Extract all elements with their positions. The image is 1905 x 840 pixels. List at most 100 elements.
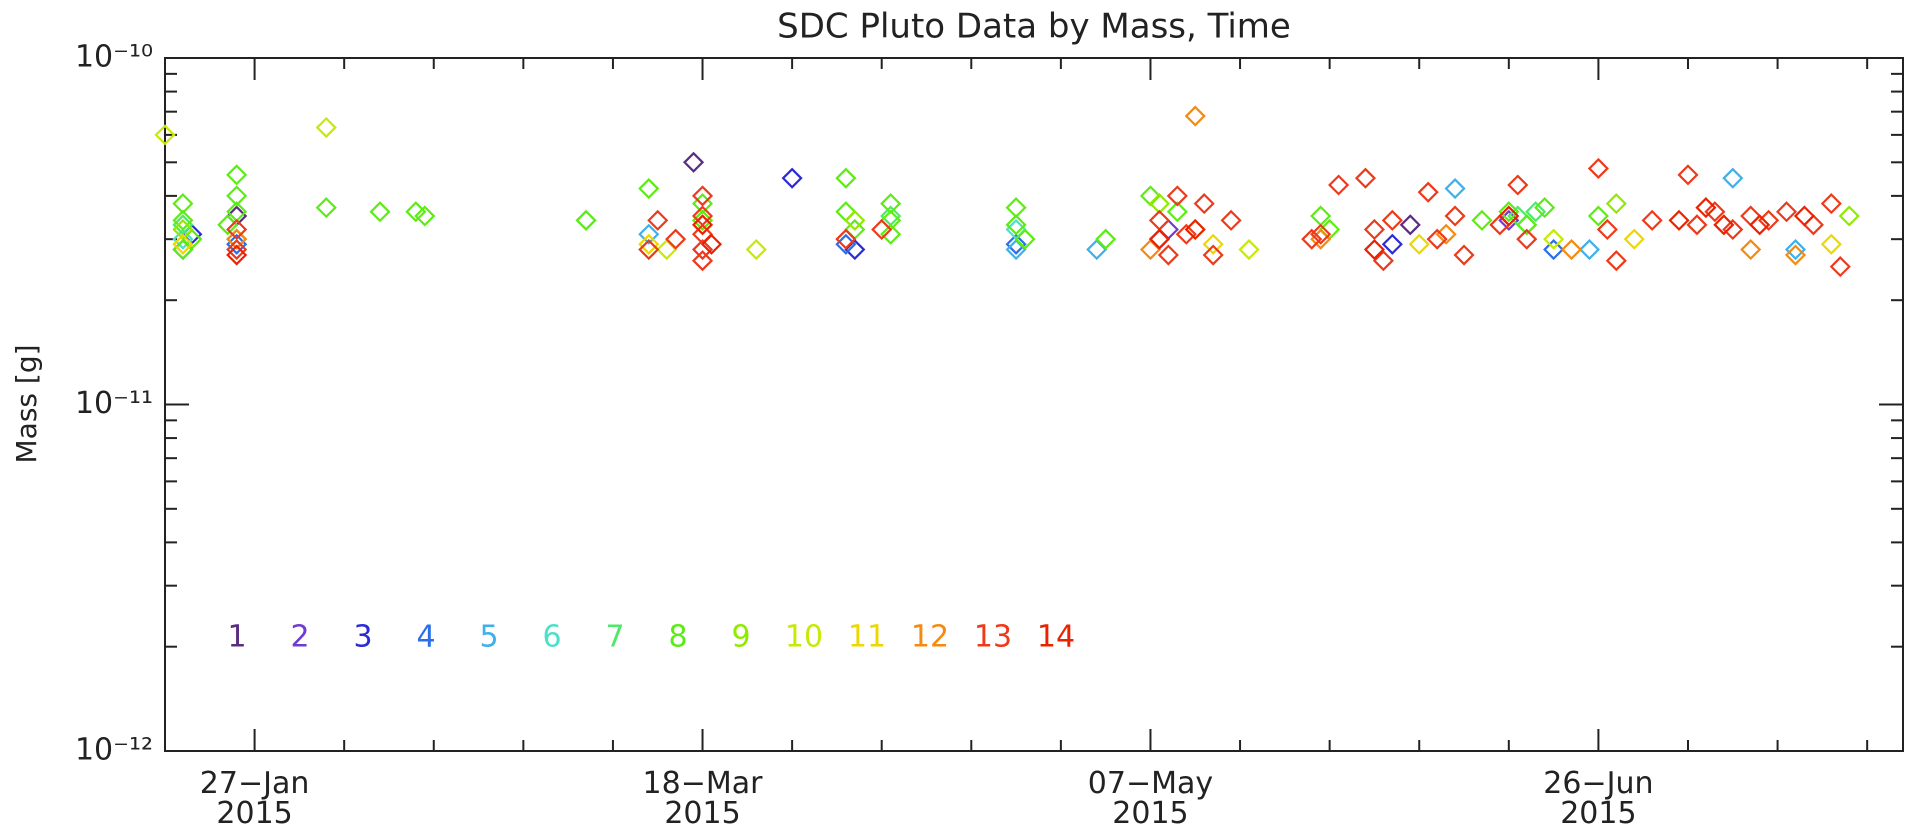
legend-entry: 5	[479, 620, 498, 655]
point	[638, 233, 660, 255]
point	[315, 197, 337, 219]
point	[1354, 167, 1377, 189]
point	[656, 239, 678, 261]
point	[1086, 239, 1108, 261]
point	[1749, 214, 1771, 236]
point	[1793, 205, 1816, 227]
point	[172, 209, 194, 231]
point	[1408, 233, 1430, 255]
point	[226, 228, 248, 250]
point	[1005, 239, 1027, 261]
point	[1758, 209, 1780, 231]
point	[172, 228, 194, 250]
point	[1426, 228, 1448, 250]
legend-entry: 9	[731, 620, 750, 655]
point	[638, 223, 660, 245]
point	[835, 228, 857, 250]
point	[665, 228, 687, 250]
point	[1560, 239, 1583, 261]
legend-entry: 12	[911, 620, 949, 655]
point	[1784, 244, 1807, 266]
point	[226, 185, 248, 207]
point	[1578, 239, 1600, 261]
point	[1641, 209, 1663, 231]
point	[1435, 223, 1457, 245]
point	[154, 124, 176, 146]
point	[315, 116, 337, 139]
legend-entry: 11	[848, 620, 886, 655]
x-tick-label: 07−May 2015	[1087, 766, 1214, 831]
x-tick-label: 27−Jan 2015	[199, 766, 310, 831]
point	[1471, 209, 1493, 231]
legend-entry: 4	[416, 620, 435, 655]
y-tick-label: 10⁻¹¹	[75, 386, 153, 421]
point	[1516, 214, 1538, 236]
point	[1095, 228, 1117, 250]
point	[1148, 228, 1170, 250]
point	[1543, 228, 1565, 250]
point	[638, 239, 660, 261]
point	[691, 185, 714, 207]
point	[1686, 214, 1708, 236]
point	[1328, 174, 1350, 196]
point	[691, 214, 714, 236]
legend-entry: 2	[290, 620, 309, 655]
legend-entry: 13	[974, 620, 1012, 655]
point	[1166, 201, 1188, 223]
point	[1139, 239, 1162, 261]
point	[871, 218, 893, 241]
point	[1166, 185, 1188, 207]
point	[369, 201, 391, 223]
chart-title: SDC Pluto Data by Mass, Time	[777, 7, 1291, 47]
point	[691, 209, 714, 231]
point	[1507, 174, 1529, 196]
point	[835, 201, 857, 223]
point	[647, 209, 669, 231]
point	[683, 151, 705, 173]
point	[1148, 228, 1170, 250]
point	[691, 250, 714, 272]
point	[1301, 228, 1323, 250]
point	[1605, 250, 1627, 272]
point	[1381, 209, 1403, 231]
point	[1740, 205, 1762, 227]
point	[1184, 105, 1206, 127]
point	[1623, 228, 1645, 250]
point	[1596, 218, 1618, 241]
point	[691, 239, 714, 261]
point	[835, 167, 857, 189]
point	[1184, 218, 1206, 241]
point	[1498, 205, 1520, 227]
point	[1775, 201, 1798, 223]
point	[1157, 218, 1179, 241]
point	[1587, 157, 1609, 180]
point	[1444, 177, 1466, 200]
point	[172, 233, 194, 255]
point	[638, 177, 660, 200]
point	[1417, 181, 1439, 203]
point	[1829, 256, 1851, 278]
point	[1381, 233, 1403, 255]
point	[1238, 239, 1260, 261]
x-tick-label: 18−Mar 2015	[642, 766, 763, 831]
point	[1516, 228, 1538, 250]
point	[1820, 193, 1842, 215]
point	[1372, 250, 1394, 272]
point	[405, 201, 427, 223]
point	[172, 218, 194, 241]
point	[1587, 205, 1609, 227]
point	[575, 209, 597, 231]
point	[1005, 233, 1027, 255]
point	[844, 209, 866, 231]
point	[1740, 239, 1762, 261]
point	[880, 223, 902, 245]
point	[1543, 239, 1565, 261]
point	[1525, 201, 1547, 223]
point	[1784, 239, 1807, 261]
point	[1005, 214, 1027, 236]
point	[226, 239, 248, 261]
legend-entry: 10	[785, 620, 823, 655]
point	[414, 205, 436, 227]
point	[1722, 218, 1744, 241]
